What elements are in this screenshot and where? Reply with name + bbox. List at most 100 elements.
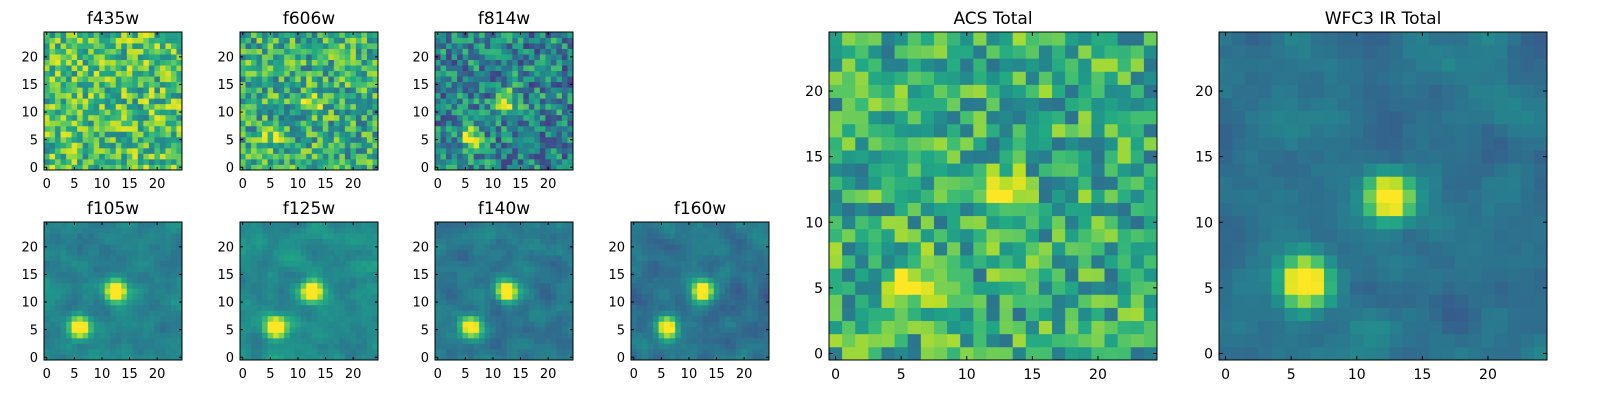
heatmap-cell — [757, 238, 764, 245]
heatmap-cell — [273, 277, 280, 284]
heatmap-cell — [550, 271, 557, 278]
heatmap-cell — [631, 249, 637, 256]
heatmap-cell — [104, 288, 111, 295]
heatmap-cell — [306, 266, 313, 273]
heatmap-cell — [550, 136, 557, 143]
heatmap-cell — [273, 315, 280, 322]
heatmap-cell — [1052, 202, 1066, 217]
heatmap-cell — [479, 87, 486, 94]
heatmap-cell — [435, 233, 441, 239]
heatmap-cell — [132, 59, 139, 66]
heatmap-cell — [1052, 320, 1066, 335]
heatmap-cell — [240, 87, 246, 94]
heatmap-cell — [344, 288, 351, 295]
heatmap-cell — [484, 337, 491, 344]
heatmap-cell — [262, 288, 268, 295]
heatmap-cell — [1104, 294, 1119, 308]
heatmap-cell — [907, 268, 922, 282]
heatmap-cell — [159, 70, 166, 77]
heatmap-cell — [251, 337, 257, 344]
heatmap-cell — [512, 142, 519, 149]
heatmap-cell — [99, 260, 106, 267]
heatmap-cell — [344, 332, 351, 339]
heatmap-cell — [165, 136, 172, 143]
heatmap-cell — [691, 227, 698, 234]
heatmap-cell — [763, 288, 770, 295]
heatmap-cell — [306, 125, 313, 132]
heatmap-cell — [501, 266, 508, 273]
heatmap-cell — [344, 147, 351, 154]
heatmap-cell — [457, 70, 463, 77]
heatmap-cell — [159, 76, 166, 83]
heatmap-cell — [1065, 320, 1079, 335]
heatmap-cell — [245, 255, 252, 262]
heatmap-cell — [446, 92, 452, 99]
heatmap-cell — [1078, 281, 1092, 295]
heatmap-cell — [642, 321, 648, 328]
heatmap-cell — [567, 32, 574, 38]
heatmap-cell — [556, 293, 563, 300]
heatmap-cell — [267, 233, 274, 239]
heatmap-cell — [468, 54, 475, 60]
heatmap-cell — [256, 98, 263, 105]
heatmap-cell — [159, 114, 166, 121]
heatmap-cell — [523, 277, 530, 284]
x-tick-label: 20 — [149, 367, 166, 382]
heatmap-cell — [435, 282, 441, 289]
heatmap-cell — [550, 249, 557, 256]
heatmap-cell — [528, 164, 535, 171]
heatmap-cell — [702, 332, 709, 339]
heatmap-cell — [295, 59, 302, 66]
heatmap-cell — [88, 337, 95, 344]
heatmap-cell — [735, 326, 742, 333]
heatmap-cell — [71, 266, 78, 273]
heatmap-cell — [446, 81, 452, 88]
heatmap-cell — [300, 255, 307, 262]
heatmap-cell — [567, 87, 574, 94]
heatmap-cell — [328, 304, 335, 311]
heatmap-cell — [273, 54, 280, 60]
heatmap-cell — [77, 81, 84, 88]
heatmap-cell — [366, 310, 373, 317]
heatmap-cell — [746, 354, 753, 361]
heatmap-cell — [82, 147, 89, 154]
heatmap-cell — [680, 260, 687, 267]
heatmap-cell — [355, 103, 362, 110]
heatmap-cell — [71, 153, 78, 160]
heatmap-cell — [631, 315, 637, 322]
heatmap-cell — [686, 321, 693, 328]
heatmap-cell — [262, 304, 268, 311]
heatmap-cell — [534, 238, 541, 245]
heatmap-cell — [245, 164, 252, 171]
heatmap-cell — [71, 54, 78, 60]
heatmap-cell — [115, 321, 122, 328]
heatmap-cell — [517, 98, 524, 105]
heatmap-cell — [473, 114, 480, 121]
heatmap-cell — [999, 228, 1014, 243]
heatmap-cell — [440, 310, 447, 317]
heatmap-cell — [512, 65, 519, 72]
heatmap-cell — [267, 343, 274, 350]
heatmap-cell — [495, 315, 502, 322]
heatmap-cell — [1104, 333, 1119, 348]
heatmap-cell — [691, 271, 698, 278]
heatmap-cell — [148, 114, 155, 121]
heatmap-cell — [143, 158, 150, 165]
heatmap-cell — [311, 249, 318, 256]
heatmap-cell — [528, 54, 535, 60]
heatmap-cell — [82, 321, 89, 328]
heatmap-cell — [170, 277, 177, 284]
heatmap-cell — [328, 233, 335, 239]
heatmap-cell — [534, 81, 541, 88]
heatmap-cell — [154, 87, 161, 94]
heatmap-cell — [372, 142, 379, 149]
heatmap-cell — [636, 315, 643, 322]
heatmap-cell — [697, 299, 704, 306]
heatmap-cell — [973, 320, 987, 335]
heatmap-cell — [143, 326, 150, 333]
heatmap-cell — [730, 288, 737, 295]
heatmap-cell — [675, 244, 682, 250]
heatmap-cell — [104, 81, 111, 88]
heatmap-cell — [262, 158, 268, 165]
heatmap-cell — [440, 343, 447, 350]
